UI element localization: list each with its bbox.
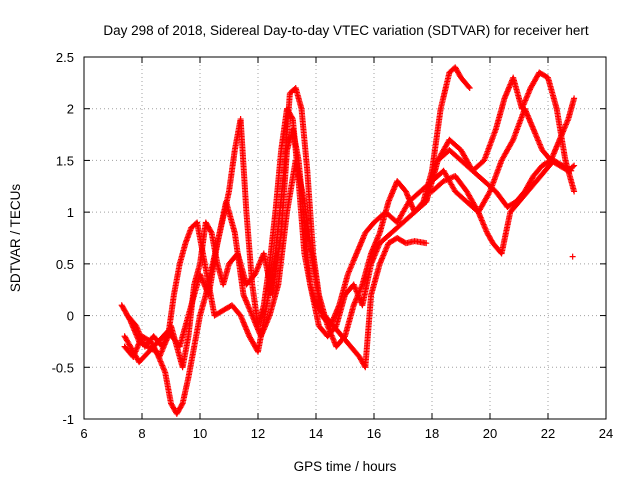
data-points: [118, 64, 578, 417]
y-tick-label: -1: [62, 412, 74, 427]
x-tick-label: 24: [599, 426, 613, 441]
x-tick-label: 20: [483, 426, 497, 441]
y-tick-label: 1.5: [56, 153, 74, 168]
y-tick-label: 2.5: [56, 50, 74, 65]
data-point-marker: [207, 228, 214, 235]
x-tick-label: 18: [425, 426, 439, 441]
y-tick-label: 2: [67, 102, 74, 117]
data-point-marker: [178, 401, 185, 408]
series-5: [429, 157, 575, 257]
data-point-marker: [332, 324, 339, 331]
chart-title: Day 298 of 2018, Sidereal Day-to-day VTE…: [103, 23, 588, 38]
y-tick-label: 0: [67, 309, 74, 324]
x-tick-label: 14: [309, 426, 323, 441]
data-point-marker: [289, 114, 296, 121]
y-axis-title: SDTVAR / TECUs: [8, 184, 23, 293]
data-point-marker: [423, 240, 430, 247]
x-tick-label: 12: [251, 426, 265, 441]
data-point-marker: [571, 95, 578, 102]
x-axis-title: GPS time / hours: [294, 459, 397, 474]
y-tick-label: 0.5: [56, 257, 74, 272]
y-tick-label: 1: [67, 205, 74, 220]
series-4: [121, 95, 578, 366]
data-point-marker: [341, 334, 348, 341]
x-tick-label: 10: [193, 426, 207, 441]
series-7: [569, 253, 576, 260]
data-point-marker: [571, 188, 578, 195]
data-point-marker: [465, 83, 472, 90]
x-tick-label: 16: [367, 426, 381, 441]
x-tick-label: 22: [541, 426, 555, 441]
y-tick-label: -0.5: [52, 360, 74, 375]
data-point-marker: [466, 85, 473, 92]
x-tick-label: 6: [80, 426, 87, 441]
x-tick-label: 8: [138, 426, 145, 441]
data-point-marker: [569, 253, 576, 260]
